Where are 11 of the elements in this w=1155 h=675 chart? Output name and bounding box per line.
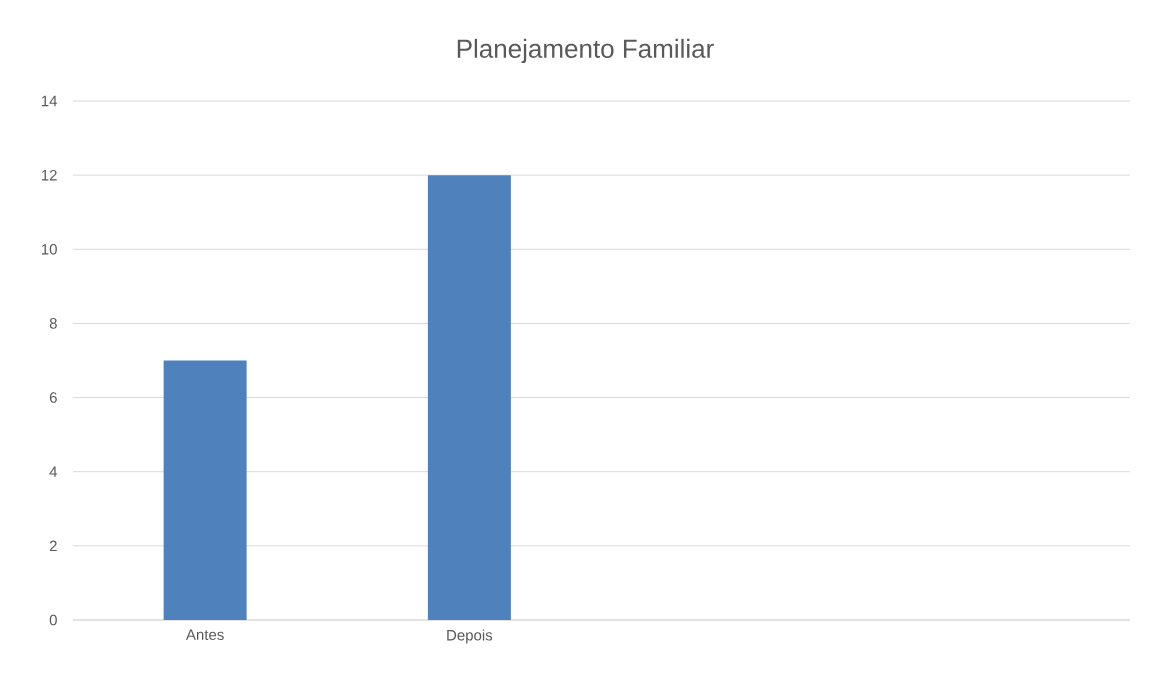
y-tick-label: 4 (49, 466, 58, 477)
y-tick-label: 6 (49, 392, 57, 403)
y-tick-label: 10 (41, 243, 57, 255)
y-tick-label: 2 (49, 540, 57, 552)
y-tick-label: 8 (49, 318, 57, 329)
y-tick-label: 14 (41, 95, 58, 107)
x-tick-label: Depois (447, 629, 493, 644)
x-tick-label: Antes (185, 629, 224, 640)
y-tick-label: 0 (49, 614, 57, 626)
y-tick-label: 12 (41, 169, 57, 181)
chart-title: Planejamento Familiar (457, 38, 714, 64)
